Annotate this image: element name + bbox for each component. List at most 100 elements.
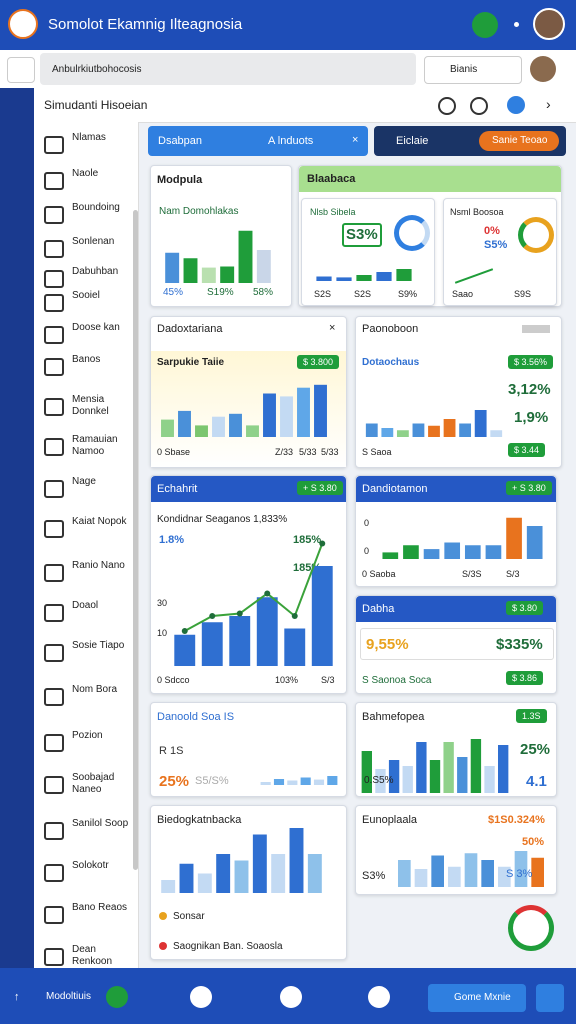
- bar-chart: [316, 269, 412, 281]
- bar: [201, 622, 223, 666]
- item-label: Banos: [72, 354, 101, 365]
- value-box: [360, 628, 554, 660]
- item-icon: [44, 564, 64, 582]
- bar: [216, 854, 231, 893]
- sidebar-item[interactable]: Dabuhban: [44, 264, 136, 294]
- bar: [316, 276, 332, 281]
- sidebar-item[interactable]: Soobajad Naneo: [44, 770, 136, 800]
- sidebar-item[interactable]: Solokotr: [44, 858, 136, 888]
- logo[interactable]: [8, 9, 38, 39]
- sidebar-item[interactable]: Nom Bora: [44, 682, 136, 712]
- filter-box[interactable]: [424, 56, 522, 84]
- item-label: Bano Reaos: [72, 902, 128, 913]
- card: Dabha $ 3.80 9,55% $335% S Saonoa Soca $…: [355, 595, 557, 694]
- bar: [356, 275, 372, 281]
- sidebar-item[interactable]: Ramauian Namoo: [44, 432, 136, 462]
- sidebar-item[interactable]: Ranio Nano: [44, 558, 136, 588]
- card: Biedogkatnbacka Sonsar Saognikan Ban. So…: [150, 805, 347, 960]
- card: Modpula Nam Domohlakas 45% S19% 58%: [150, 165, 292, 307]
- value-label: 50%: [522, 836, 545, 848]
- menu-button[interactable]: [7, 57, 35, 83]
- tab-label: Eiclaie: [396, 135, 429, 147]
- value-label: $335%: [496, 636, 543, 653]
- icon-button[interactable]: [438, 97, 456, 115]
- bar-chart: [161, 828, 322, 893]
- nav-button[interactable]: [368, 986, 390, 1008]
- status-button[interactable]: [472, 12, 498, 38]
- sidebar-item[interactable]: Dean Renkoon: [44, 942, 136, 972]
- value-label: S3%: [346, 226, 378, 243]
- bar: [256, 597, 278, 666]
- sidebar-item[interactable]: Doaol: [44, 598, 136, 628]
- sidebar-item[interactable]: Bano Reaos: [44, 900, 136, 930]
- close-icon[interactable]: ×: [352, 134, 359, 146]
- sidebar-item[interactable]: Pozion: [44, 728, 136, 758]
- bar: [289, 828, 304, 893]
- bar: [403, 545, 419, 559]
- item-icon: [44, 776, 64, 794]
- avatar[interactable]: [533, 8, 565, 40]
- bar: [431, 855, 444, 887]
- sidebar-item[interactable]: Mensia Donnkel: [44, 392, 136, 422]
- item-icon: [44, 906, 64, 924]
- bar: [161, 419, 174, 437]
- nav-icon[interactable]: ↑: [14, 991, 20, 1003]
- tab-label: Dsabpan: [158, 135, 203, 147]
- nav-button[interactable]: [106, 986, 128, 1008]
- handle: [522, 325, 550, 333]
- legend-label: Saognikan Ban. Soaosla: [173, 941, 283, 952]
- avatar-small[interactable]: [530, 56, 556, 82]
- nav-button[interactable]: [190, 986, 212, 1008]
- sidebar-item[interactable]: Boundoing: [44, 200, 136, 230]
- sidebar-item[interactable]: Banos: [44, 352, 136, 382]
- filter-text: Bianis: [450, 64, 478, 75]
- bar: [365, 423, 378, 437]
- card: Bahmefopea 1.3S 25% 4.1 0.S5%: [355, 702, 557, 797]
- item-label: Pozion: [72, 730, 103, 741]
- sidebar-item[interactable]: Sanilol Soop: [44, 816, 136, 846]
- sidebar-item[interactable]: Sonlenan: [44, 234, 136, 264]
- item-label: Doaol: [72, 600, 99, 611]
- value-label: S9S: [514, 289, 532, 299]
- panel-title: Dotaochaus: [362, 357, 420, 368]
- bar: [514, 851, 528, 887]
- card-title: Modpula: [157, 174, 203, 186]
- sidebar-item[interactable]: Doose kan: [44, 320, 136, 350]
- gauge[interactable]: [508, 905, 554, 951]
- line-point: [319, 540, 326, 547]
- icon-button[interactable]: [536, 984, 564, 1012]
- tab[interactable]: [148, 126, 368, 156]
- bar: [396, 430, 409, 437]
- item-icon: [44, 688, 64, 706]
- app-title: Somolot Ekamnig Ilteagnosia: [48, 16, 243, 33]
- sidebar-item[interactable]: Nlamas: [44, 130, 136, 160]
- next-icon[interactable]: ›: [546, 96, 551, 112]
- value-label: 3,12%: [508, 381, 551, 398]
- sidebar-item[interactable]: Kaiat Nopok: [44, 514, 136, 544]
- bar: [498, 866, 511, 887]
- sidebar-item[interactable]: Nage: [44, 474, 136, 504]
- sub-title: Nsml Boosoa: [450, 207, 504, 217]
- sidebar-item[interactable]: Sooiel: [44, 288, 136, 318]
- icon-button[interactable]: [507, 96, 525, 114]
- panel-title: Sarpukie Taiie: [157, 357, 225, 368]
- nav-button[interactable]: [280, 986, 302, 1008]
- bar: [457, 757, 468, 793]
- card: Echahrit + S 3.80 Kondidnar Seaganos 1,8…: [150, 475, 347, 694]
- bar-chart: [398, 851, 544, 887]
- close-icon[interactable]: ×: [329, 322, 336, 334]
- bar: [161, 880, 176, 893]
- line-point: [181, 628, 188, 634]
- primary-button[interactable]: [428, 984, 526, 1012]
- value-label: Saao: [452, 289, 474, 299]
- tab-button[interactable]: [479, 131, 559, 151]
- search-box[interactable]: [40, 53, 416, 85]
- value-label: 1,9%: [514, 409, 549, 426]
- sidebar-item[interactable]: Sosie Tiapo: [44, 638, 136, 668]
- sidebar-item[interactable]: Naole: [44, 166, 136, 196]
- badge: $ 3.800: [297, 355, 340, 369]
- bar: [376, 272, 392, 281]
- item-icon: [44, 438, 64, 456]
- icon-button[interactable]: [470, 97, 488, 115]
